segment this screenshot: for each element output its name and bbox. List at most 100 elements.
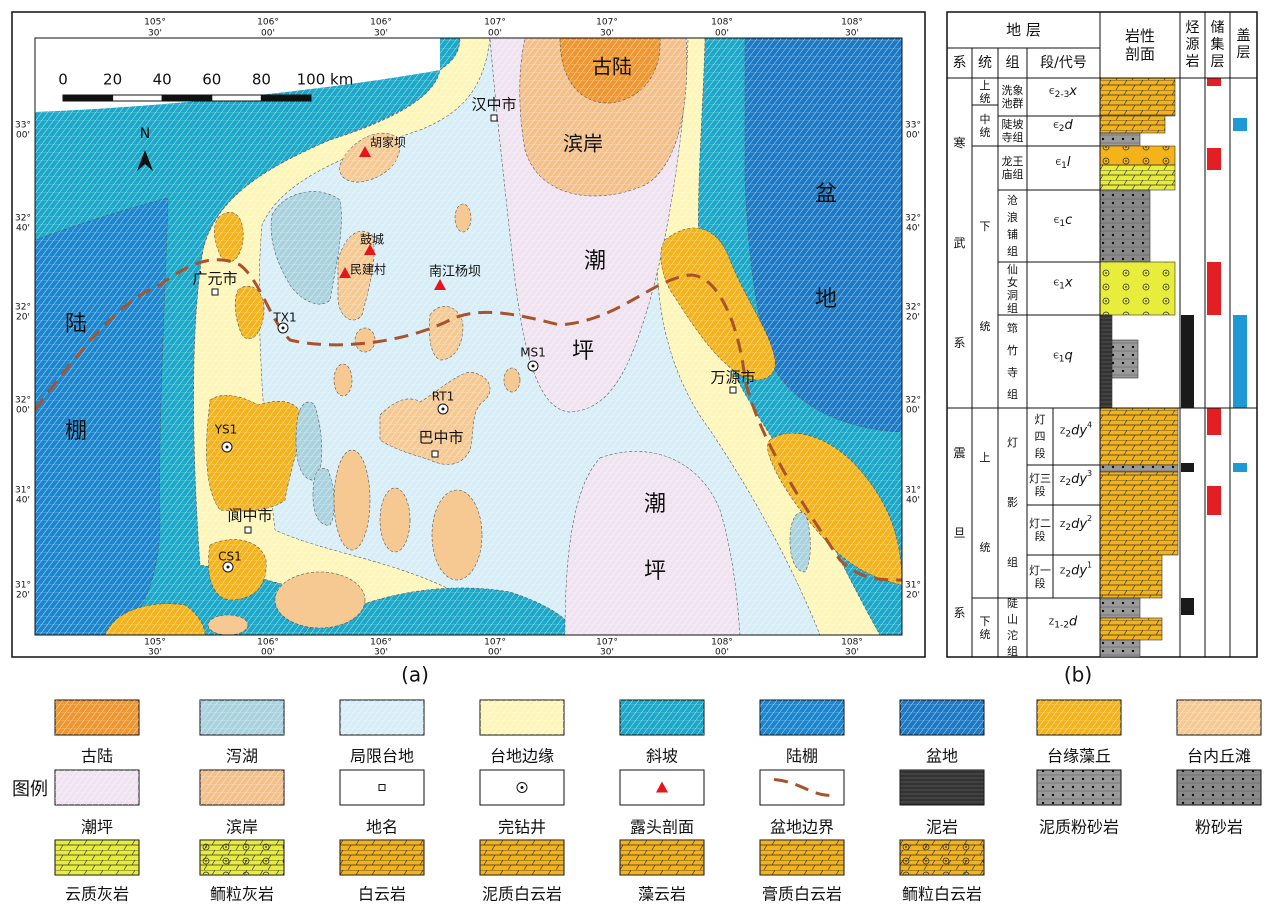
cell-text: 灯二段 [1029, 517, 1051, 543]
map-label: 坪 [572, 339, 594, 364]
cell-box: 下统 [972, 598, 998, 657]
legend-label: 鲕粒灰岩 [210, 885, 274, 904]
source-rock-bar [1181, 315, 1194, 408]
cell-box: 统 [972, 48, 998, 78]
facies-texture [339, 133, 400, 183]
cell-text: 统 [978, 54, 992, 71]
city-marker [244, 526, 252, 534]
legend-texture [1177, 700, 1261, 735]
north-label: N [140, 126, 150, 142]
cell-text: 系 [952, 54, 967, 71]
map-label: 地 [815, 287, 837, 312]
legend-texture [620, 840, 704, 875]
well-dot [441, 407, 445, 411]
stratum-code: Z1-2d [1049, 614, 1078, 630]
legend-symbol [773, 778, 833, 797]
cap-rock-bar [1233, 463, 1247, 472]
lithology-texture [1100, 598, 1140, 618]
cell-text: 段/代号 [1040, 54, 1087, 71]
longitude-label: 106° [370, 638, 392, 648]
map-label: 万源市 [710, 369, 755, 387]
latitude-label: 32° [15, 396, 31, 406]
city-marker [490, 114, 498, 122]
legend-texture [200, 770, 284, 805]
stratum-code: Є1c [1054, 213, 1072, 229]
cell-text: 地 层 [1006, 21, 1041, 39]
code-part: Є [1054, 216, 1060, 225]
longitude-label: 106° [257, 18, 279, 28]
shoal-area [207, 614, 249, 635]
map-label: 鼓城 [360, 233, 384, 247]
legend-texture [480, 840, 564, 875]
legend-label: 台内丘滩 [1187, 747, 1251, 766]
map-label: 潮 [584, 249, 606, 274]
well-dot [531, 364, 535, 368]
legend-texture [55, 840, 139, 875]
legend-label: 滨岸 [226, 818, 258, 837]
lithology-texture [1100, 190, 1150, 262]
scale-segment [161, 94, 213, 102]
facies-texture [429, 306, 463, 360]
legend-texture [480, 700, 564, 735]
legend-label: 粉砂岩 [1195, 818, 1243, 837]
latitude-label: 33° [905, 121, 921, 131]
outcrop-marker [339, 267, 351, 278]
latitude-label: 31° [905, 486, 921, 496]
column-panel: 地 层系统组段/代号岩性剖面烃源岩储集层盖层寒武系震旦系上统中统下统上统下统洗象… [946, 11, 1258, 687]
facies-texture [660, 228, 776, 380]
code-part: 1 [1061, 161, 1067, 171]
legend-symbol [656, 781, 668, 793]
latitude-label: 00' [906, 131, 920, 141]
code-part: Є [1056, 158, 1062, 167]
longitude-label: 00' [488, 29, 502, 39]
table-cell: 岩性剖面 [1125, 27, 1155, 63]
legend-label: 局限台地 [350, 747, 414, 766]
latitude-label: 40' [16, 224, 30, 234]
table-cell: 灯四段 [1035, 413, 1046, 460]
legend-label: 陆棚 [786, 747, 818, 766]
code-part: d [1065, 118, 1074, 133]
facies-texture [235, 286, 265, 339]
cell-box: 上统 [972, 78, 998, 105]
longitude-label: 00' [488, 648, 502, 658]
code-part: Є [1053, 351, 1059, 360]
latitude-label: 33° [15, 121, 31, 131]
cell-box: 震旦系 [947, 408, 972, 657]
code-part: Є [1049, 87, 1055, 96]
lithology-texture [1100, 640, 1140, 657]
cell-box: 陡山沱组 [998, 598, 1027, 657]
legend-label: 露头剖面 [630, 818, 694, 837]
latitude-label: 20' [16, 313, 30, 323]
cell-text: 仙女洞组 [1007, 262, 1018, 315]
legend-texture [200, 700, 284, 735]
cell-text: 上统 [979, 78, 991, 105]
code-part: dy [1071, 472, 1087, 487]
latitude-label: 32° [15, 214, 31, 224]
outcrop-marker [434, 279, 446, 290]
cell-text: 灯影组 [1007, 436, 1018, 569]
cell-text: 灯三段 [1029, 472, 1051, 498]
legend-texture [1037, 700, 1121, 735]
longitude-label: 105° [144, 638, 166, 648]
cap-rock-bar [1233, 118, 1247, 131]
table-cell: 沧浪铺组 [1007, 194, 1018, 258]
scale-label: 100 km [297, 71, 354, 89]
city-marker [211, 288, 219, 296]
lithology-texture [1100, 555, 1162, 598]
north-arrow [137, 150, 153, 171]
stratum-code: Є2d [1053, 118, 1073, 134]
code-part: 4 [1087, 420, 1092, 429]
table-cell: 中统 [972, 105, 998, 146]
table-cell: 上统 [972, 78, 998, 105]
legend-texture [620, 700, 704, 735]
table-cell: 灯二段 [1029, 517, 1051, 543]
table-cell: 陡坡寺组 [1002, 118, 1024, 144]
table-cell: 地 层 [1006, 21, 1041, 39]
stratum-code: Z2dy1 [1060, 560, 1092, 579]
legend-texture [55, 700, 139, 735]
lithology-texture [1100, 165, 1175, 190]
cell-box: 中统 [972, 105, 998, 146]
latitude-label: 00' [906, 406, 920, 416]
facies-texture [271, 191, 342, 305]
